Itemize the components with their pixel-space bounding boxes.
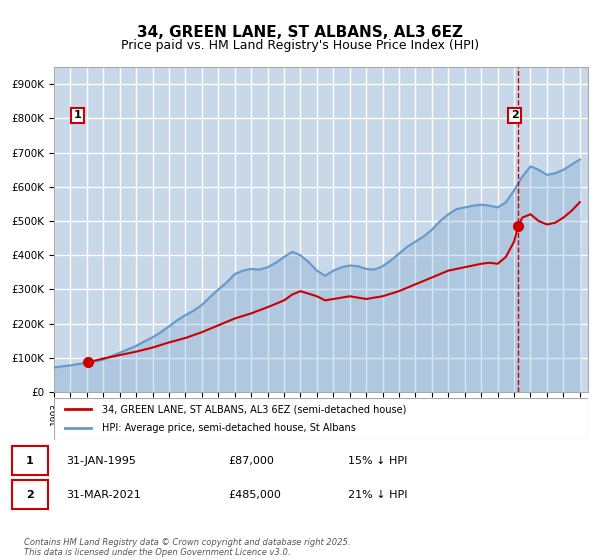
Text: HPI: Average price, semi-detached house, St Albans: HPI: Average price, semi-detached house,… (102, 423, 356, 433)
FancyBboxPatch shape (12, 446, 48, 475)
Text: 21% ↓ HPI: 21% ↓ HPI (348, 490, 407, 500)
Text: £87,000: £87,000 (228, 456, 274, 465)
Text: 34, GREEN LANE, ST ALBANS, AL3 6EZ (semi-detached house): 34, GREEN LANE, ST ALBANS, AL3 6EZ (semi… (102, 404, 406, 414)
Text: Contains HM Land Registry data © Crown copyright and database right 2025.
This d: Contains HM Land Registry data © Crown c… (24, 538, 350, 557)
Text: Price paid vs. HM Land Registry's House Price Index (HPI): Price paid vs. HM Land Registry's House … (121, 39, 479, 52)
Text: 31-MAR-2021: 31-MAR-2021 (66, 490, 141, 500)
Text: 2: 2 (511, 110, 518, 120)
Text: 2: 2 (26, 490, 34, 500)
Text: 1: 1 (74, 110, 82, 120)
Text: 15% ↓ HPI: 15% ↓ HPI (348, 456, 407, 465)
FancyBboxPatch shape (54, 67, 588, 392)
Text: £485,000: £485,000 (228, 490, 281, 500)
Text: 34, GREEN LANE, ST ALBANS, AL3 6EZ: 34, GREEN LANE, ST ALBANS, AL3 6EZ (137, 25, 463, 40)
Text: 31-JAN-1995: 31-JAN-1995 (66, 456, 136, 465)
Text: 1: 1 (26, 456, 34, 465)
FancyBboxPatch shape (12, 480, 48, 510)
FancyBboxPatch shape (54, 398, 588, 440)
